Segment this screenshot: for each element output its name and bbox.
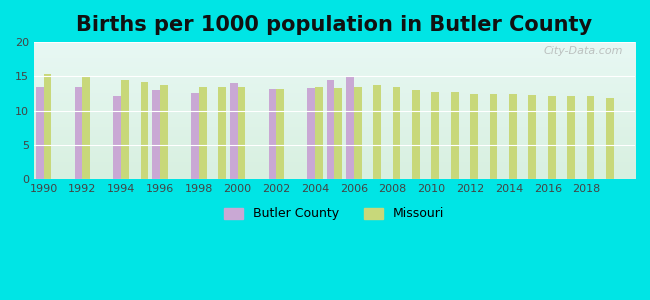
Bar xyxy=(586,96,594,179)
Bar xyxy=(83,76,90,179)
Bar xyxy=(44,74,51,179)
Bar xyxy=(451,92,458,179)
Bar xyxy=(237,87,245,179)
Bar xyxy=(354,87,361,179)
Bar xyxy=(528,95,536,179)
Bar xyxy=(548,96,556,179)
Bar xyxy=(199,87,207,179)
Bar xyxy=(152,90,160,179)
Bar xyxy=(393,87,400,179)
Bar xyxy=(470,94,478,179)
Bar xyxy=(268,89,276,179)
Bar xyxy=(327,80,335,179)
Bar xyxy=(114,96,122,179)
Bar xyxy=(160,85,168,179)
Bar xyxy=(412,90,420,179)
Bar xyxy=(606,98,614,179)
Bar xyxy=(432,92,439,179)
Bar xyxy=(36,87,44,179)
Text: City-Data.com: City-Data.com xyxy=(543,46,623,56)
Bar xyxy=(191,93,199,179)
Legend: Butler County, Missouri: Butler County, Missouri xyxy=(220,202,450,225)
Bar xyxy=(567,96,575,179)
Bar xyxy=(335,88,343,179)
Bar xyxy=(373,85,381,179)
Bar xyxy=(230,83,237,179)
Bar xyxy=(75,87,83,179)
Bar xyxy=(315,87,323,179)
Bar xyxy=(489,94,497,179)
Bar xyxy=(140,82,148,179)
Bar xyxy=(509,94,517,179)
Bar xyxy=(307,88,315,179)
Bar xyxy=(218,87,226,179)
Title: Births per 1000 population in Butler County: Births per 1000 population in Butler Cou… xyxy=(77,15,593,35)
Bar xyxy=(276,89,284,179)
Bar xyxy=(122,80,129,179)
Bar xyxy=(346,77,354,179)
